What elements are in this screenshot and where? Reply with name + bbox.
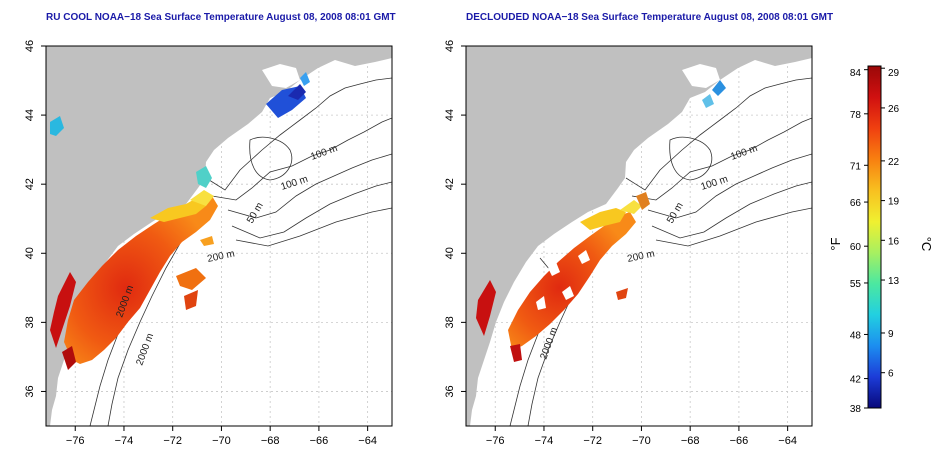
celsius-tick-label: 29: [888, 68, 900, 79]
bay: [262, 64, 300, 88]
y-tick-label: 36: [24, 385, 36, 397]
fahrenheit-tick-label: 60: [850, 242, 862, 253]
celsius-tick-label: 6: [888, 369, 894, 380]
y-tick-label: 40: [444, 247, 456, 259]
fahrenheit-tick-label: 71: [850, 161, 862, 172]
map-frame: [45, 45, 393, 427]
y-axis: 36 38 40 42 44 46: [24, 40, 46, 398]
x-axis: −76 −74 −72 −70 −68 −66 −64: [66, 426, 377, 447]
colorbar-scale: [867, 65, 882, 409]
left-panel-title: RU COOL NOAA−18 Sea Surface Temperature …: [46, 12, 396, 23]
colorbar: 84 78 71 66 60 55 48 42 38 29 26 22 19 16 13 9 6 °F °C: [828, 65, 934, 415]
x-tick-label: −68: [261, 435, 280, 447]
x-tick-label: −72: [583, 435, 602, 447]
x-tick-label: −72: [163, 435, 182, 447]
fahrenheit-tick-label: 78: [850, 110, 862, 121]
x-tick-label: −70: [632, 435, 651, 447]
fahrenheit-tick-label: 84: [850, 68, 862, 79]
y-tick-label: 38: [444, 316, 456, 328]
x-tick-label: −66: [310, 435, 329, 447]
x-tick-label: −64: [358, 435, 377, 447]
y-tick-label: 42: [444, 178, 456, 190]
y-tick-label: 46: [444, 40, 456, 52]
x-tick-label: −66: [730, 435, 749, 447]
y-tick-label: 36: [444, 385, 456, 397]
left-map-panel: 100 m 100 m 50 m 200 m 2000 m 2000 m −76…: [24, 40, 393, 447]
x-tick-label: −74: [535, 435, 554, 447]
map-frame: [465, 45, 813, 427]
celsius-tick-label: 9: [888, 329, 894, 340]
y-axis: 36 38 40 42 44 46: [444, 40, 466, 398]
sst-data: [476, 80, 726, 362]
x-tick-label: −74: [115, 435, 134, 447]
fahrenheit-tick-label: 42: [850, 375, 862, 386]
fahrenheit-label: °F: [828, 237, 843, 250]
x-tick-label: −76: [66, 435, 85, 447]
right-map-panel: 100 m 100 m 50 m 200 m 2000 m −76 −74 −72−…: [444, 40, 813, 447]
x-tick-label: −68: [681, 435, 700, 447]
y-tick-label: 44: [24, 109, 36, 121]
fahrenheit-tick-label: 48: [850, 330, 862, 341]
fahrenheit-tick-label: 38: [850, 404, 862, 415]
y-tick-label: 42: [24, 178, 36, 190]
fahrenheit-tick-label: 66: [850, 198, 862, 209]
bay: [682, 64, 720, 88]
celsius-tick-label: 19: [888, 197, 900, 208]
celsius-tick-label: 22: [888, 157, 900, 168]
y-tick-label: 44: [444, 109, 456, 121]
right-panel-title: DECLOUDED NOAA−18 Sea Surface Temperatur…: [466, 12, 834, 23]
y-tick-label: 38: [24, 316, 36, 328]
celsius-tick-label: 13: [888, 276, 900, 287]
x-tick-label: −70: [212, 435, 231, 447]
land-mass: [466, 46, 812, 426]
sst-data: [50, 72, 310, 370]
fahrenheit-tick-label: 55: [850, 279, 862, 290]
land-mass: [46, 46, 392, 426]
celsius-ticks: 29 26 22 19 16 13 9 6: [881, 67, 900, 380]
bathymetry-contours: [89, 77, 392, 426]
x-tick-label: −64: [778, 435, 797, 447]
y-tick-label: 40: [24, 247, 36, 259]
fahrenheit-ticks: 84 78 71 66 60 55 48 42 38: [850, 68, 868, 415]
celsius-tick-label: 16: [888, 236, 900, 247]
x-axis: −76 −74 −72 −70 −68 −66 −64: [486, 426, 797, 447]
celsius-label: °C: [919, 237, 934, 252]
x-tick-label: −76: [486, 435, 505, 447]
celsius-tick-label: 26: [888, 104, 900, 115]
y-tick-label: 46: [24, 40, 36, 52]
